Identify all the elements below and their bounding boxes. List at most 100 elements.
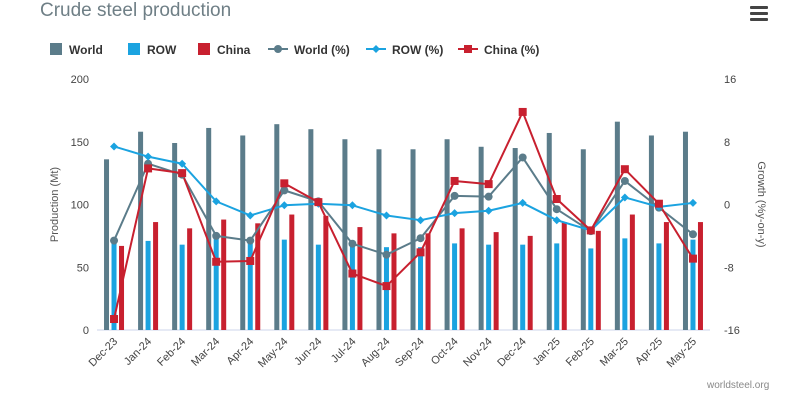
bar-row bbox=[418, 247, 424, 330]
point-chinapct bbox=[620, 165, 629, 174]
legend-item-china[interactable]: China bbox=[198, 43, 251, 57]
legend-label-row: ROW (%) bbox=[392, 43, 443, 57]
bar-world bbox=[512, 148, 518, 330]
legend-item-row[interactable]: ROW (%) bbox=[366, 43, 443, 57]
bar-row bbox=[452, 243, 458, 330]
bar-world bbox=[172, 143, 178, 330]
point-worldpct bbox=[382, 250, 391, 259]
y-tick-label: 200 bbox=[71, 74, 89, 86]
point-rowpct bbox=[450, 209, 459, 218]
x-tick-label: Feb-25 bbox=[564, 336, 597, 369]
bar-world bbox=[614, 121, 620, 330]
point-chinapct bbox=[110, 315, 119, 324]
x-tick-label: Jan-25 bbox=[531, 336, 563, 368]
point-rowpct bbox=[620, 193, 629, 202]
legend-label-china: China bbox=[217, 43, 251, 57]
bar-china bbox=[595, 230, 601, 330]
bar-china bbox=[663, 222, 669, 330]
bar-row bbox=[486, 244, 492, 330]
point-worldpct bbox=[450, 191, 459, 200]
x-tick-label: Mar-24 bbox=[189, 336, 222, 369]
legend-label-world: World (%) bbox=[294, 43, 350, 57]
point-chinapct bbox=[246, 256, 255, 265]
point-rowpct bbox=[144, 152, 153, 161]
line-chinapct bbox=[113, 110, 694, 320]
bar-world bbox=[104, 159, 110, 330]
y2-tick-label: -16 bbox=[724, 325, 740, 337]
point-worldpct bbox=[416, 234, 425, 243]
x-tick-label: Oct-24 bbox=[429, 336, 461, 368]
point-rowpct bbox=[416, 216, 425, 225]
legend-item-world[interactable]: World (%) bbox=[268, 43, 350, 57]
point-chinapct bbox=[382, 282, 391, 291]
point-worldpct bbox=[212, 231, 221, 240]
point-worldpct bbox=[280, 186, 289, 195]
legend-label-china: China (%) bbox=[484, 43, 539, 57]
x-tick-label: Aug-24 bbox=[359, 336, 393, 370]
bar-china bbox=[629, 214, 635, 330]
bar-china bbox=[493, 232, 499, 330]
bar-china bbox=[255, 223, 261, 330]
legend-marker-world bbox=[274, 45, 282, 53]
legend-item-row[interactable]: ROW bbox=[128, 43, 177, 57]
y-tick-label: 150 bbox=[71, 137, 89, 149]
bar-row bbox=[145, 240, 151, 330]
bar-world bbox=[376, 149, 382, 330]
x-tick-label: Sep-24 bbox=[393, 336, 427, 370]
point-worldpct bbox=[484, 192, 493, 201]
line-worldpct bbox=[113, 156, 694, 256]
x-tick-label: Nov-24 bbox=[461, 336, 495, 370]
y2-tick-label: -8 bbox=[724, 262, 734, 274]
point-rowpct bbox=[212, 197, 221, 206]
point-chinapct bbox=[654, 199, 663, 208]
bar-china bbox=[221, 219, 227, 330]
point-chinapct bbox=[450, 176, 459, 185]
legend-label-world: World bbox=[69, 43, 103, 57]
bar-world bbox=[240, 135, 246, 330]
legend-marker-china bbox=[464, 45, 472, 53]
point-rowpct bbox=[110, 142, 119, 151]
legend[interactable]: World ROW China World (%) ROW (%) China (%) bbox=[50, 43, 539, 57]
bar-china bbox=[289, 214, 295, 330]
y-tick-label: 50 bbox=[77, 262, 89, 274]
bar-china bbox=[187, 228, 193, 330]
bar-world bbox=[478, 146, 484, 330]
bar-china bbox=[323, 215, 329, 330]
point-chinapct bbox=[348, 269, 357, 278]
x-tick-label: Apr-25 bbox=[633, 336, 665, 368]
point-rowpct bbox=[178, 159, 187, 168]
point-rowpct bbox=[280, 201, 289, 210]
point-rowpct bbox=[552, 216, 561, 225]
point-chinapct bbox=[586, 226, 595, 235]
lines bbox=[113, 110, 694, 320]
bar-china bbox=[391, 233, 397, 330]
hamburger-menu-icon[interactable] bbox=[750, 6, 768, 22]
bar-china bbox=[697, 222, 703, 330]
y-tick-label: 0 bbox=[83, 325, 89, 337]
legend-swatch-china bbox=[198, 43, 210, 55]
x-tick-label: Mar-25 bbox=[598, 336, 631, 369]
point-worldpct bbox=[552, 205, 561, 214]
legend-marker-row bbox=[372, 45, 380, 53]
x-tick-label: Dec-23 bbox=[87, 336, 121, 370]
bars bbox=[104, 121, 703, 331]
bar-row bbox=[281, 239, 287, 330]
credit-text: worldsteel.org bbox=[707, 380, 770, 391]
bar-row bbox=[213, 238, 219, 330]
point-worldpct bbox=[688, 230, 697, 239]
point-chinapct bbox=[314, 198, 323, 207]
legend-item-world[interactable]: World bbox=[50, 43, 103, 57]
bar-row bbox=[588, 248, 594, 330]
x-tick-label: Apr-24 bbox=[225, 336, 257, 368]
bar-row bbox=[315, 244, 321, 330]
bar-world bbox=[138, 131, 144, 330]
x-tick-label: Jan-24 bbox=[122, 336, 154, 368]
point-chinapct bbox=[212, 257, 221, 266]
y2-tick-label: 8 bbox=[724, 137, 730, 149]
point-chinapct bbox=[280, 179, 289, 188]
legend-swatch-row bbox=[128, 43, 140, 55]
legend-item-china[interactable]: China (%) bbox=[458, 43, 539, 57]
bar-row bbox=[247, 242, 253, 330]
x-tick-label: Feb-24 bbox=[155, 336, 188, 369]
